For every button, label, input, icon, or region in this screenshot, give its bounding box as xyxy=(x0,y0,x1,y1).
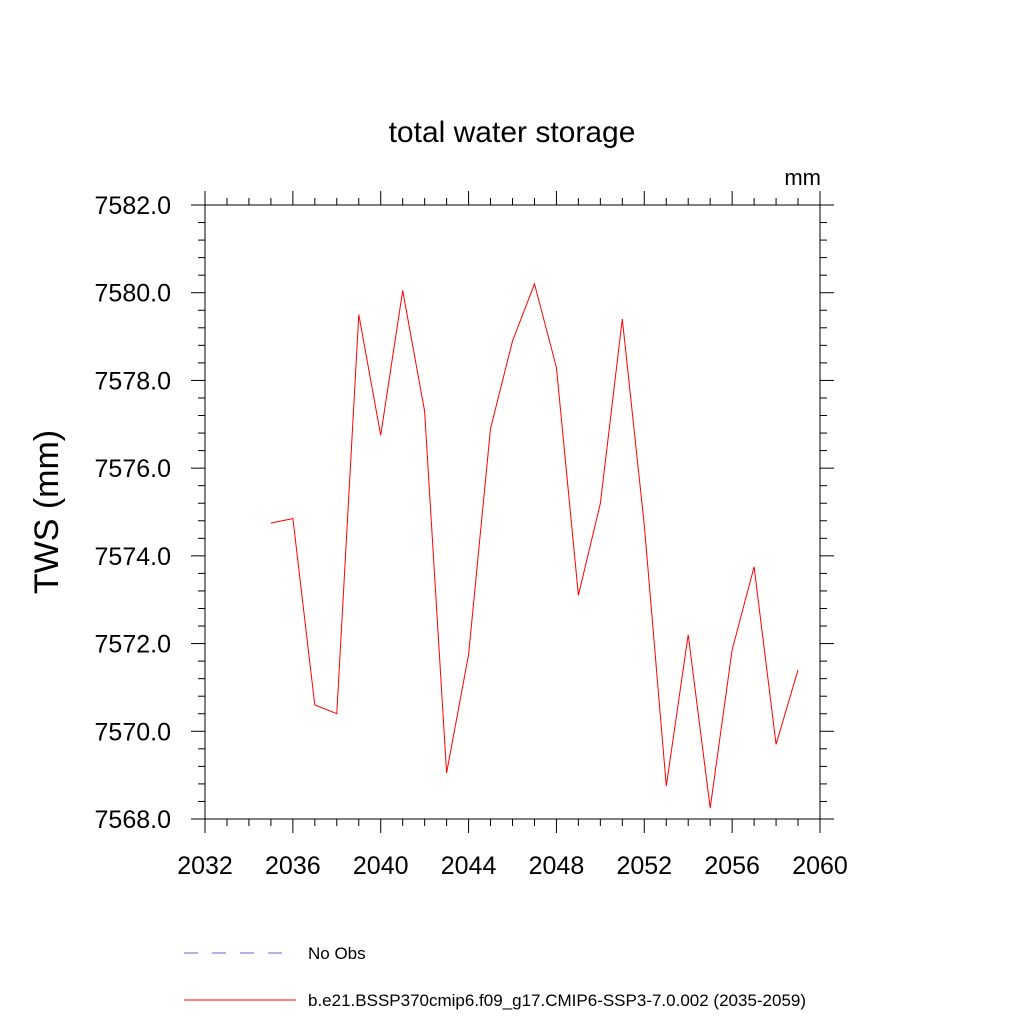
x-tick-label: 2040 xyxy=(353,852,409,880)
chart-title: total water storage xyxy=(389,116,636,149)
tick-labels: 2032 2036 2040 2044 2048 2052 2056 2060 7568.0 75… xyxy=(95,192,848,880)
units-label: mm xyxy=(784,165,821,190)
plot-frame xyxy=(204,204,821,820)
y-tick-label: 7570.0 xyxy=(95,718,171,746)
legend-label-ssp370: b.e21.BSSP370cmip6.f09_g17.CMIP6-SSP3-7.… xyxy=(308,991,806,1010)
legend-label-no-obs: No Obs xyxy=(308,944,366,963)
x-tick-label: 2060 xyxy=(792,852,848,880)
y-tick-label: 7574.0 xyxy=(95,543,171,571)
x-tick-label: 2044 xyxy=(441,852,497,880)
y-tick-label: 7582.0 xyxy=(95,192,171,220)
y-tick-label: 7580.0 xyxy=(95,280,171,308)
x-tick-label: 2052 xyxy=(616,852,672,880)
y-tick-label: 7568.0 xyxy=(95,806,171,834)
y-tick-label: 7578.0 xyxy=(95,367,171,395)
series-line-0 xyxy=(270,282,799,809)
x-tick-label: 2032 xyxy=(177,852,233,880)
x-tick-label: 2036 xyxy=(265,852,321,880)
y-axis-title: TWS (mm) xyxy=(28,430,66,594)
x-tick-label: 2056 xyxy=(704,852,760,880)
legend: No Obs b.e21.BSSP370cmip6.f09_g17.CMIP6-… xyxy=(184,944,806,1010)
y-tick-label: 7576.0 xyxy=(95,455,171,483)
y-tick-label: 7572.0 xyxy=(95,631,171,659)
series-layer xyxy=(270,282,799,809)
x-tick-label: 2048 xyxy=(529,852,585,880)
axis-ticks xyxy=(191,191,834,833)
